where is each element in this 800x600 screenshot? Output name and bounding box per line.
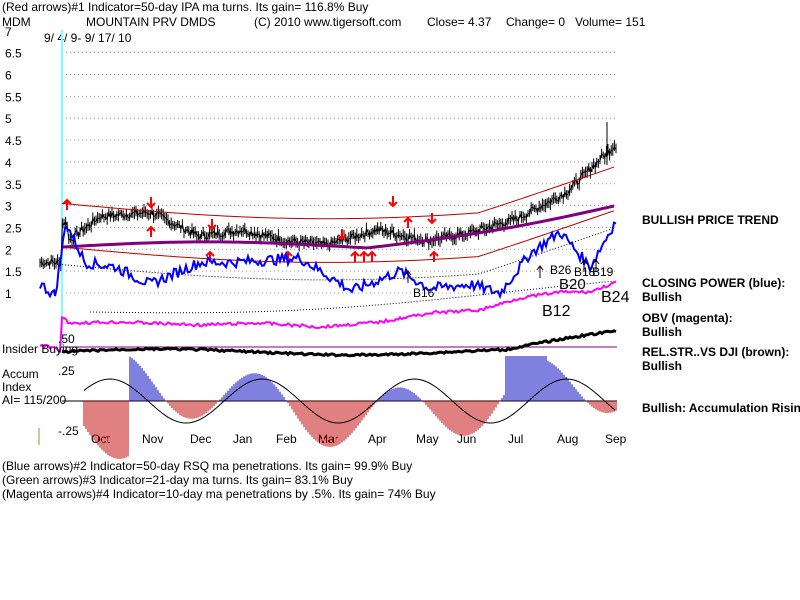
y-tick-label: 5 xyxy=(5,112,12,126)
x-tick-label: Feb xyxy=(276,432,297,446)
red-arrow-up xyxy=(350,250,360,262)
signal-label: B12 xyxy=(542,303,571,320)
x-tick-label: May xyxy=(416,432,439,446)
signal-label: B26 xyxy=(550,263,572,277)
ticker: MDM xyxy=(2,15,31,29)
x-tick-label: Jul xyxy=(508,432,523,446)
red-arrow-up xyxy=(367,250,377,262)
y-tick-label: 1.5 xyxy=(5,265,22,279)
red-arrow-up xyxy=(359,250,369,262)
closing-power-state: Bullish xyxy=(642,290,683,304)
signal-label: B20 xyxy=(559,276,586,293)
closing-power-line xyxy=(39,221,617,300)
signal-arrow xyxy=(592,259,600,272)
signal-arrow xyxy=(536,265,544,278)
moving-average xyxy=(61,204,615,250)
x-tick-label: Dec xyxy=(190,432,211,446)
x-tick-label: Jan xyxy=(233,432,252,446)
y-tick-label: 6.5 xyxy=(5,47,22,61)
accum-state: Bullish: Accumulation Rising xyxy=(642,401,800,415)
upper-band xyxy=(61,166,615,220)
footer-line2: (Green arrows)#3 Indicator=21-day ma tur… xyxy=(2,473,353,487)
copyright: (C) 2010 www.tigersoft.com xyxy=(254,15,402,29)
accum-label: Accum xyxy=(2,367,39,381)
insider-value: .50 xyxy=(58,332,75,346)
stock-name: MOUNTAIN PRV DMDS xyxy=(86,15,216,29)
obv-label: OBV (magenta): xyxy=(642,311,733,325)
y-tick-label: 2 xyxy=(5,243,12,257)
closing-power-label: CLOSING POWER (blue): xyxy=(642,276,786,290)
relstr-line xyxy=(61,329,617,358)
accum-ma xyxy=(83,378,616,424)
red-arrow-up xyxy=(146,225,156,237)
header-line1: (Red arrows)#1 Indicator=50-day IPA ma t… xyxy=(2,0,369,14)
y-tick-label: 4 xyxy=(5,156,12,170)
footer-line3: (Magenta arrows)#4 Indicator=10-day ma p… xyxy=(2,487,436,501)
x-tick-label: Apr xyxy=(368,432,387,446)
x-tick-label: Sep xyxy=(605,432,627,446)
accum-tick: -.25 xyxy=(58,424,79,438)
trend-label: BULLISH PRICE TREND xyxy=(642,213,779,227)
y-tick-label: 7 xyxy=(5,25,12,39)
relstr-state: Bullish xyxy=(642,359,683,373)
red-arrow-down xyxy=(427,213,437,225)
accum-label: Index xyxy=(2,380,31,394)
close-value: Close= 4.37 xyxy=(427,15,492,29)
change-value: Change= 0 xyxy=(506,15,566,29)
red-arrow-up xyxy=(403,216,413,228)
accum-tick: .25 xyxy=(58,364,75,378)
y-tick-label: 6 xyxy=(5,69,12,83)
volume-value: Volume= 151 xyxy=(575,15,646,29)
lower-band xyxy=(61,210,615,263)
y-tick-label: 3 xyxy=(5,200,12,214)
y-tick-label: 2.5 xyxy=(5,221,22,235)
red-arrow-down xyxy=(207,219,217,231)
red-arrow-up xyxy=(62,198,72,210)
red-arrow-down xyxy=(388,196,398,208)
y-tick-label: 5.5 xyxy=(5,90,22,104)
y-tick-label: 3.5 xyxy=(5,178,22,192)
signal-label: B19 xyxy=(592,265,614,279)
y-tick-label: 4.5 xyxy=(5,134,22,148)
red-arrow-down xyxy=(337,229,347,241)
signal-arrow xyxy=(404,270,412,283)
obv-line xyxy=(39,280,617,354)
obv-state: Bullish xyxy=(642,325,683,339)
obv-ma-dotted xyxy=(89,280,615,314)
signal-arrow xyxy=(580,259,588,272)
signal-label: B18 xyxy=(574,265,596,279)
insider-label: Insider Buying xyxy=(2,342,78,356)
signal-label: B16 xyxy=(413,286,435,300)
relstr-label: REL.STR..VS DJI (brown): xyxy=(642,345,790,359)
red-arrow-down xyxy=(146,197,156,209)
y-tick-label: 1 xyxy=(5,287,12,301)
x-tick-label: Nov xyxy=(142,432,163,446)
x-tick-label: Aug xyxy=(557,432,578,446)
footer-line1: (Blue arrows)#2 Indicator=50-day RSQ ma … xyxy=(2,459,413,473)
date-range-label: 9/ 4/ 9- 9/ 17/ 10 xyxy=(44,31,132,45)
signal-label: B24 xyxy=(601,289,630,306)
red-arrow-up xyxy=(429,250,439,262)
ai-label: AI= 115/200 xyxy=(2,393,66,407)
